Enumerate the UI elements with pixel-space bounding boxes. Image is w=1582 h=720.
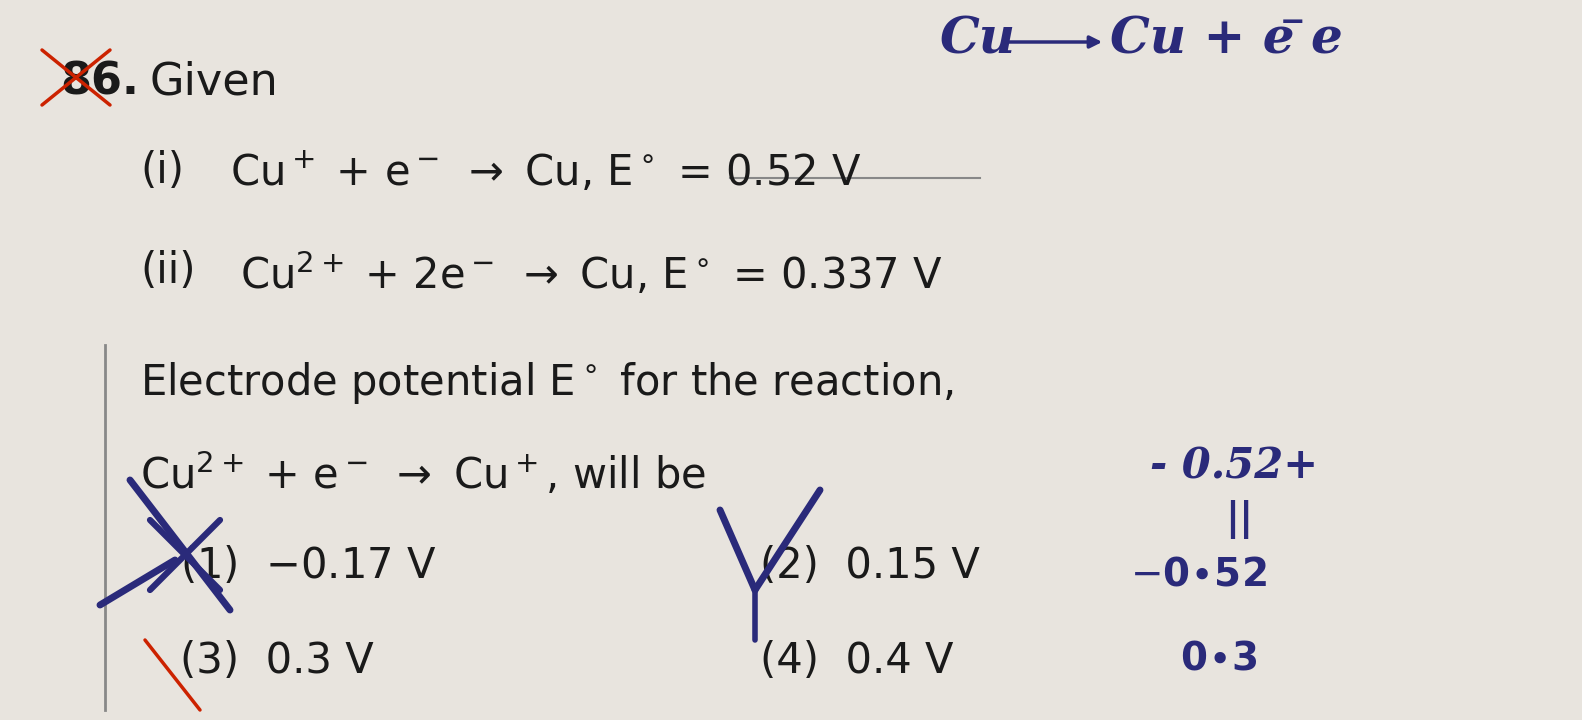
Text: (3)  0.3 V: (3) 0.3 V bbox=[180, 640, 373, 682]
Text: ||: || bbox=[1224, 500, 1253, 539]
Text: Given: Given bbox=[150, 60, 278, 103]
Text: Cu + e: Cu + e bbox=[1111, 15, 1294, 64]
Text: $-$0$\bullet$52: $-$0$\bullet$52 bbox=[1130, 555, 1267, 593]
Text: (i): (i) bbox=[139, 150, 184, 192]
Text: e: e bbox=[1310, 15, 1342, 64]
Text: Cu$^+$ + e$^-$ $\rightarrow$ Cu, E$^\circ$ = 0.52 V: Cu$^+$ + e$^-$ $\rightarrow$ Cu, E$^\cir… bbox=[229, 150, 861, 194]
Text: (2)  0.15 V: (2) 0.15 V bbox=[759, 545, 979, 587]
Text: −: − bbox=[1280, 8, 1305, 37]
Text: Electrode potential E$^\circ$ for the reaction,: Electrode potential E$^\circ$ for the re… bbox=[139, 360, 954, 406]
Text: Cu$^{2+}$ + e$^-$ $\rightarrow$ Cu$^+$, will be: Cu$^{2+}$ + e$^-$ $\rightarrow$ Cu$^+$, … bbox=[139, 450, 706, 498]
Text: (1)  $-$0.17 V: (1) $-$0.17 V bbox=[180, 545, 437, 587]
Text: (4)  0.4 V: (4) 0.4 V bbox=[759, 640, 954, 682]
Text: (ii): (ii) bbox=[139, 250, 196, 292]
Text: - 0.52+: - 0.52+ bbox=[1150, 445, 1318, 487]
Text: 86.: 86. bbox=[60, 60, 139, 103]
Text: 0$\bullet$3: 0$\bullet$3 bbox=[1180, 640, 1258, 678]
Text: Cu: Cu bbox=[940, 15, 1016, 64]
Text: Cu$^{2+}$ + 2e$^-$ $\rightarrow$ Cu, E$^\circ$ = 0.337 V: Cu$^{2+}$ + 2e$^-$ $\rightarrow$ Cu, E$^… bbox=[240, 250, 943, 297]
